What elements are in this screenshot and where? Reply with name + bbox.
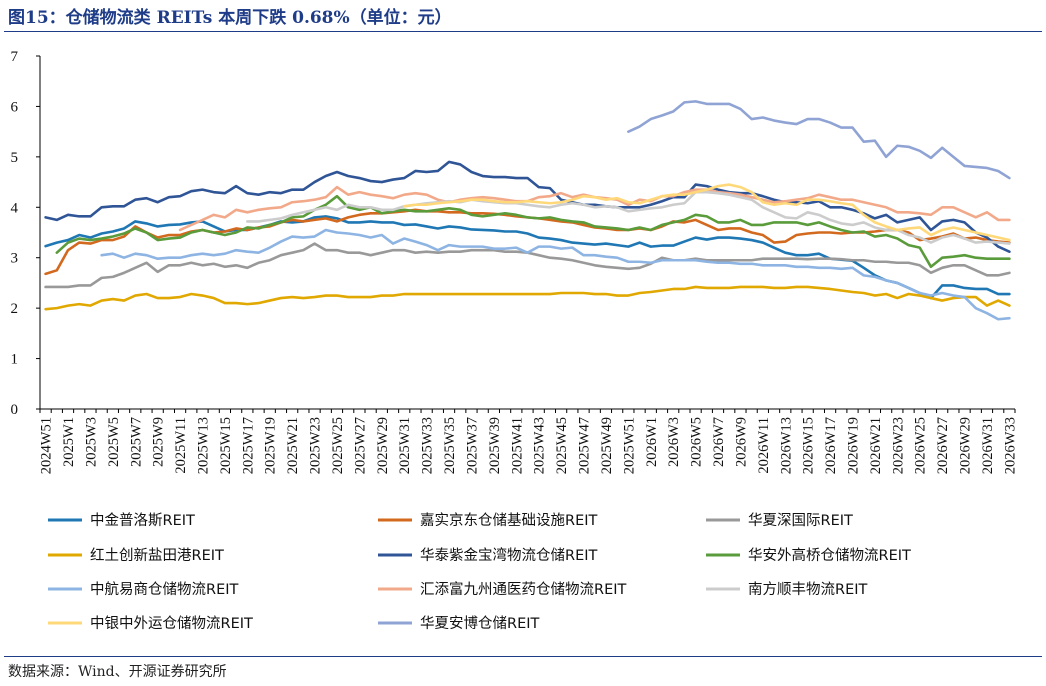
x-tick-label: 2025W29 (375, 417, 391, 474)
x-tick-label: 2026W3 (666, 417, 682, 467)
x-tick-label: 2026W21 (868, 417, 884, 474)
x-tick-label: 2025W47 (577, 417, 593, 474)
legend-label: 中金普洛斯REIT (90, 512, 195, 529)
x-tick-label: 2026W1 (644, 417, 660, 467)
x-tick-label: 2026W19 (846, 417, 862, 474)
legend-label: 汇添富九州通医药仓储物流REIT (420, 580, 627, 598)
x-tick-label: 2025W39 (487, 417, 503, 474)
y-tick-label: 4 (11, 200, 19, 216)
x-tick-label: 2026W7 (711, 417, 727, 467)
x-tick-label: 2025W3 (83, 417, 99, 467)
legend-label: 中航易商仓储物流REIT (90, 581, 239, 598)
x-tick-label: 2025W31 (397, 417, 413, 474)
y-tick-label: 1 (11, 352, 19, 368)
series-line-7 (100, 228, 1011, 321)
y-tick-label: 6 (11, 99, 19, 115)
x-tick-label: 2025W51 (621, 417, 637, 474)
chart-axes: 0 1 2 3 4 5 6 7 2024W51 2025W1 2025W3 2025W5 2025W7 2… (11, 49, 1019, 474)
source-note: 数据来源：Wind、开源证券研究所 (8, 664, 227, 680)
x-tick-label: 2025W5 (106, 417, 122, 467)
y-tick-label: 3 (11, 251, 19, 267)
x-tick-label: 2025W9 (151, 417, 167, 467)
legend-label: 华夏安博仓储REIT (420, 615, 540, 632)
x-tick-label: 2025W17 (240, 417, 256, 474)
x-tick-label: 2025W11 (173, 417, 189, 474)
x-tick-label: 2026W15 (801, 417, 817, 474)
series-line-3 (44, 242, 1011, 289)
legend-label: 华泰紫金宝湾物流仓储REIT (420, 547, 598, 564)
x-tick-label: 2026W13 (778, 417, 794, 474)
x-tick-label: 2025W13 (196, 417, 212, 474)
series-line-10 (402, 183, 1011, 242)
x-tick-label: 2026W27 (935, 417, 951, 474)
x-tick-label: 2026W33 (1002, 417, 1018, 474)
series-line-5 (44, 160, 1011, 253)
x-tick-label: 2025W37 (464, 417, 480, 474)
x-tick-label: 2026W17 (823, 417, 839, 474)
x-tick-label: 2025W27 (352, 417, 368, 474)
y-tick-label: 7 (11, 49, 19, 65)
x-tick-label: 2026W25 (913, 417, 929, 474)
x-tick-label: 2026W9 (733, 417, 749, 467)
x-tick-label: 2025W21 (285, 417, 301, 474)
x-tick-label: 2025W33 (420, 417, 436, 474)
series-line-4 (44, 285, 1011, 311)
chart-series (44, 100, 1011, 321)
legend-label: 南方顺丰物流REIT (748, 581, 868, 598)
legend-label: 华安外高桥仓储物流REIT (748, 547, 911, 564)
y-tick-label: 2 (11, 301, 19, 317)
x-tick-label: 2025W49 (599, 417, 615, 474)
legend-label: 红土创新盐田港REIT (90, 547, 224, 564)
y-tick-label: 0 (11, 402, 19, 418)
series-line-9 (246, 190, 1011, 245)
x-tick-label: 2025W25 (330, 417, 346, 474)
legend-label: 嘉实京东仓储基础设施REIT (420, 512, 598, 529)
x-tick-label: 2025W35 (442, 417, 458, 474)
x-tick-label: 2026W5 (689, 417, 705, 467)
legend-label: 中银中外运仓储物流REIT (90, 615, 253, 632)
x-tick-label: 2026W11 (756, 417, 772, 474)
footer-divider (4, 656, 1042, 657)
series-line-1 (44, 215, 1011, 300)
x-tick-label: 2026W31 (980, 417, 996, 474)
x-tick-label: 2025W41 (509, 417, 525, 474)
x-tick-label: 2025W7 (128, 417, 144, 467)
x-tick-label: 2025W1 (61, 417, 77, 467)
series-line-11 (627, 100, 1011, 180)
line-chart: 0 1 2 3 4 5 6 7 2024W51 2025W1 2025W3 2025W5 2025W7 2… (11, 49, 1019, 632)
chart-title: 图15：仓储物流类 REITs 本周下跌 0.68%（单位：元） (8, 8, 452, 28)
legend-label: 华夏深国际REIT (748, 512, 853, 529)
y-tick-label: 5 (11, 150, 19, 166)
x-tick-label: 2025W45 (554, 417, 570, 474)
x-tick-label: 2024W51 (39, 417, 55, 474)
x-tick-label: 2026W29 (958, 417, 974, 474)
x-tick-label: 2025W19 (263, 417, 279, 474)
x-tick-label: 2025W23 (308, 417, 324, 474)
x-tick-label: 2025W43 (532, 417, 548, 474)
series-line-6 (55, 194, 1011, 269)
x-tick-label: 2026W23 (890, 417, 906, 474)
chart-legend: 中金普洛斯REIT 嘉实京东仓储基础设施REIT 华夏深国际REIT 红土创新盐田港R… (48, 512, 911, 632)
title-divider (4, 31, 1042, 32)
x-tick-label: 2025W15 (218, 417, 234, 474)
